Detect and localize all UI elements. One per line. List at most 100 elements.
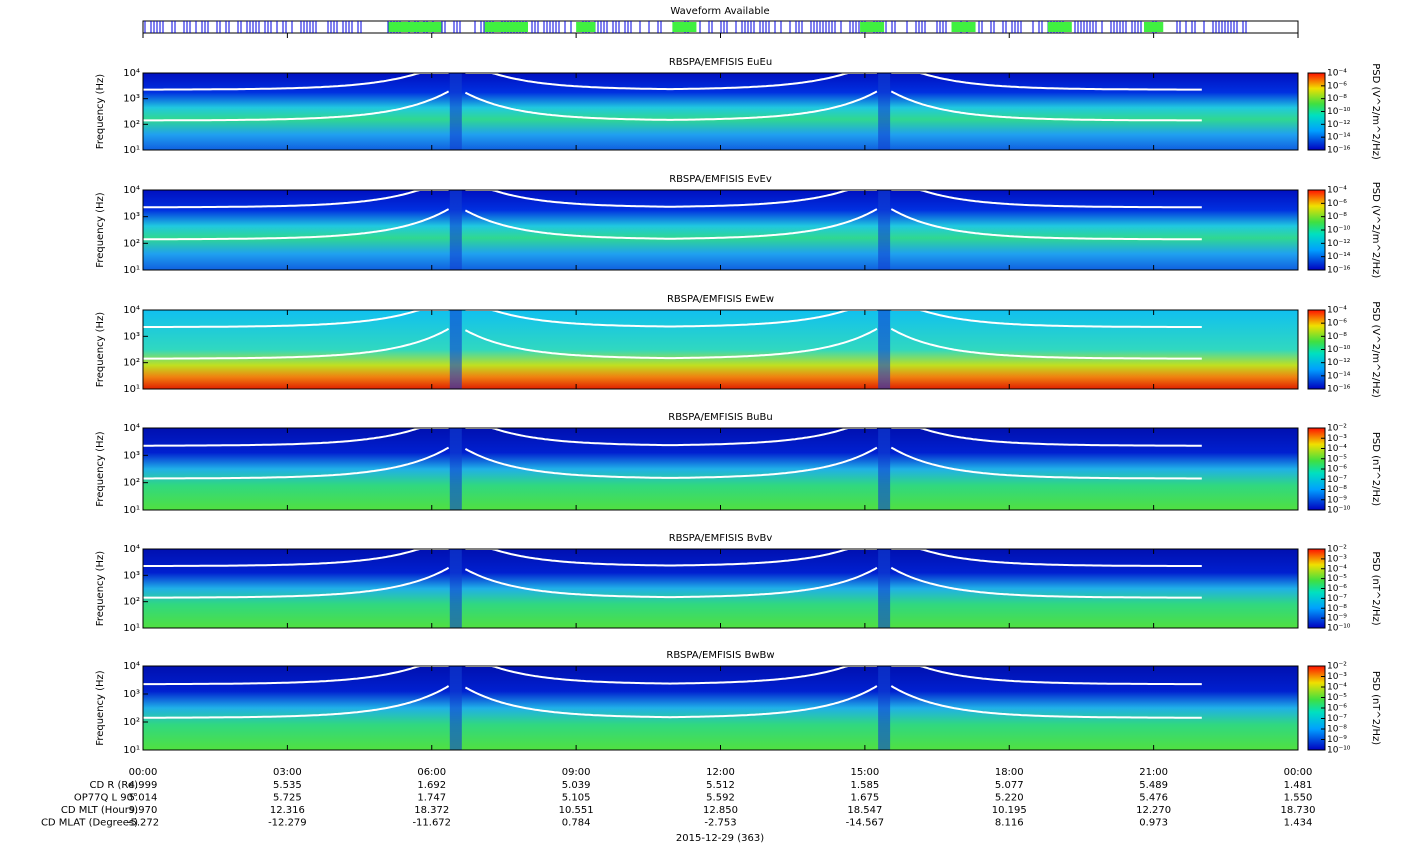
y-tick-label: 10⁴	[123, 423, 140, 434]
y-tick-label: 10³	[123, 212, 140, 223]
colorbar-label: PSD (V^2/m^2/Hz)	[1370, 182, 1381, 279]
colorbar-tick-label: 10⁻¹²	[1327, 358, 1351, 368]
cyclotron-curve	[143, 309, 449, 328]
perigee-band	[878, 666, 891, 750]
spectrogram	[143, 666, 1298, 750]
cyclotron-curve	[890, 327, 1202, 360]
y-tick-label: 10⁴	[123, 68, 140, 79]
colorbar-tick-label: 10⁻³	[1327, 434, 1347, 444]
y-tick-label: 10²	[123, 358, 140, 369]
colorbar-tick-label: 10⁻¹⁰	[1327, 107, 1351, 117]
perigee-band	[878, 428, 891, 510]
y-tick-label: 10²	[123, 597, 140, 608]
cyclotron-curve	[890, 90, 1202, 122]
cyclotron-curve	[143, 208, 450, 241]
perigee-band	[878, 190, 891, 270]
cyclotron-curve	[143, 189, 449, 209]
colorbar-tick-label: 10⁻⁸	[1327, 332, 1347, 342]
colorbar-tick-label: 10⁻⁸	[1327, 604, 1347, 614]
y-tick-label: 10¹	[123, 505, 140, 516]
cyclotron-curve	[143, 327, 450, 360]
cyclotron-curve	[143, 427, 449, 447]
y-tick-label: 10²	[123, 717, 140, 728]
colorbar-tick-label: 10⁻¹⁰	[1327, 506, 1351, 516]
spectrogram	[143, 549, 1298, 628]
cyclotron-curve	[891, 427, 1202, 447]
y-tick-label: 10³	[123, 331, 140, 342]
colorbar-label: PSD (V^2/m^2/Hz)	[1370, 63, 1381, 160]
colorbar-tick-label: 10⁻⁸	[1327, 212, 1347, 222]
x-tick-label: 03:00	[273, 767, 302, 778]
ephemeris-value: 1.747	[417, 793, 446, 804]
ephemeris-value: -14.567	[846, 818, 885, 829]
colorbar-tick-label: 10⁻¹⁶	[1327, 385, 1351, 395]
ephemeris-value: 1.434	[1284, 818, 1313, 829]
colorbar-label: PSD (nT^2/Hz)	[1370, 432, 1381, 506]
ephemeris-value: 9.970	[129, 805, 158, 816]
panel-title: RBSPA/EMFISIS EvEv	[669, 174, 772, 185]
colorbar-tick-label: 10⁻⁷	[1327, 475, 1347, 485]
colorbar-tick-label: 10⁻⁴	[1327, 69, 1347, 79]
waveform-block	[672, 22, 697, 32]
ephemeris-value: 12.316	[270, 805, 305, 816]
ephemeris-value: 5.014	[129, 793, 158, 804]
ephemeris-value: 12.850	[703, 805, 738, 816]
colorbar-tick-label: 10⁻⁷	[1327, 714, 1347, 724]
ephemeris-value: 8.116	[995, 818, 1024, 829]
ephemeris-value: 5.220	[995, 793, 1024, 804]
perigee-band	[878, 549, 891, 628]
colorbar-tick-label: 10⁻¹⁰	[1327, 624, 1351, 634]
y-tick-label: 10³	[123, 450, 140, 461]
colorbar-tick-label: 10⁻⁵	[1327, 574, 1347, 584]
colorbar-label: PSD (nT^2/Hz)	[1370, 671, 1381, 745]
ephemeris-label: CD MLAT (Degrees)	[41, 818, 138, 829]
x-tick-label: 00:00	[1284, 767, 1313, 778]
perigee-band	[449, 428, 462, 510]
ephemeris-value: -2.753	[704, 818, 736, 829]
x-tick-label: 21:00	[1139, 767, 1168, 778]
colorbar-tick-label: 10⁻⁴	[1327, 186, 1347, 196]
ephemeris-label: CD R (Re)	[90, 780, 139, 791]
colorbar-tick-label: 10⁻⁸	[1327, 485, 1347, 495]
ephemeris-value: 5.535	[273, 780, 302, 791]
x-tick-label: 09:00	[562, 767, 591, 778]
perigee-band	[449, 666, 462, 750]
cyclotron-curve	[143, 548, 449, 567]
y-tick-label: 10³	[123, 689, 140, 700]
colorbar-tick-label: 10⁻²	[1327, 545, 1347, 555]
cyclotron-curve	[143, 665, 449, 686]
ephemeris-value: 18.372	[414, 805, 449, 816]
cyclotron-curve	[891, 189, 1202, 209]
colorbar-tick-label: 10⁻¹⁶	[1327, 266, 1351, 276]
y-axis-label: Frequency (Hz)	[95, 312, 106, 388]
colorbar-tick-label: 10⁻⁸	[1327, 725, 1347, 735]
cyclotron-curve	[143, 446, 450, 480]
colorbar-tick-label: 10⁻⁶	[1327, 465, 1347, 475]
ephemeris-value: 4.999	[129, 780, 158, 791]
colorbar-tick-label: 10⁻²	[1327, 662, 1347, 672]
ephemeris-value: 10.195	[992, 805, 1027, 816]
panel-title: RBSPA/EMFISIS EuEu	[669, 57, 772, 68]
waveform-block	[388, 22, 442, 32]
y-tick-label: 10⁴	[123, 661, 140, 672]
perigee-band	[449, 549, 462, 628]
y-tick-label: 10¹	[123, 623, 140, 634]
waveform-title: Waveform Available	[670, 6, 769, 17]
colorbar-tick-label: 10⁻⁹	[1327, 495, 1347, 505]
perigee-band	[449, 73, 462, 150]
ephemeris-value: 5.512	[706, 780, 735, 791]
ephemeris-value: 12.270	[1136, 805, 1171, 816]
ephemeris-value: 1.550	[1284, 793, 1313, 804]
y-tick-label: 10²	[123, 238, 140, 249]
ephemeris-value: -5.272	[127, 818, 159, 829]
ephemeris-value: 10.551	[559, 805, 594, 816]
colorbar-tick-label: 10⁻¹⁴	[1327, 133, 1351, 143]
y-axis-label: Frequency (Hz)	[95, 431, 106, 507]
ephemeris-value: 5.039	[562, 780, 591, 791]
cyclotron-curve	[465, 309, 877, 328]
perigee-band	[449, 310, 462, 389]
y-tick-label: 10¹	[123, 265, 140, 276]
colorbar-tick-label: 10⁻⁶	[1327, 584, 1347, 594]
y-axis-label: Frequency (Hz)	[95, 192, 106, 268]
